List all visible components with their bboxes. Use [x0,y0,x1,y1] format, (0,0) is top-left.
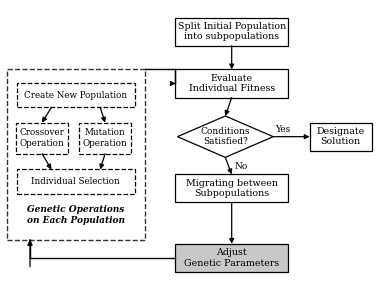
FancyBboxPatch shape [175,174,288,203]
Text: Yes: Yes [275,125,290,134]
Text: No: No [235,162,248,171]
FancyBboxPatch shape [310,123,372,151]
FancyBboxPatch shape [17,170,135,194]
Text: Evaluate
Individual Fitness: Evaluate Individual Fitness [188,74,275,93]
FancyBboxPatch shape [16,123,68,154]
Polygon shape [178,116,273,157]
FancyBboxPatch shape [17,83,135,108]
Text: Mutation
Operation: Mutation Operation [83,129,127,148]
FancyBboxPatch shape [175,18,288,46]
FancyBboxPatch shape [175,69,288,97]
Text: Individual Selection: Individual Selection [31,177,120,186]
Text: Designate
Solution: Designate Solution [317,127,365,146]
Text: Split Initial Population
into subpopulations: Split Initial Population into subpopulat… [178,22,286,42]
FancyBboxPatch shape [175,244,288,272]
Text: Create New Population: Create New Population [24,91,127,100]
Text: Migrating between
Subpopulations: Migrating between Subpopulations [186,179,278,198]
FancyBboxPatch shape [79,123,132,154]
Text: Genetic Operations
on Each Population: Genetic Operations on Each Population [27,205,125,225]
Text: Crossover
Operation: Crossover Operation [20,129,64,148]
Text: Conditions
Satisfied?: Conditions Satisfied? [201,127,250,146]
Text: Adjust
Genetic Parameters: Adjust Genetic Parameters [184,248,279,268]
FancyBboxPatch shape [8,69,144,240]
